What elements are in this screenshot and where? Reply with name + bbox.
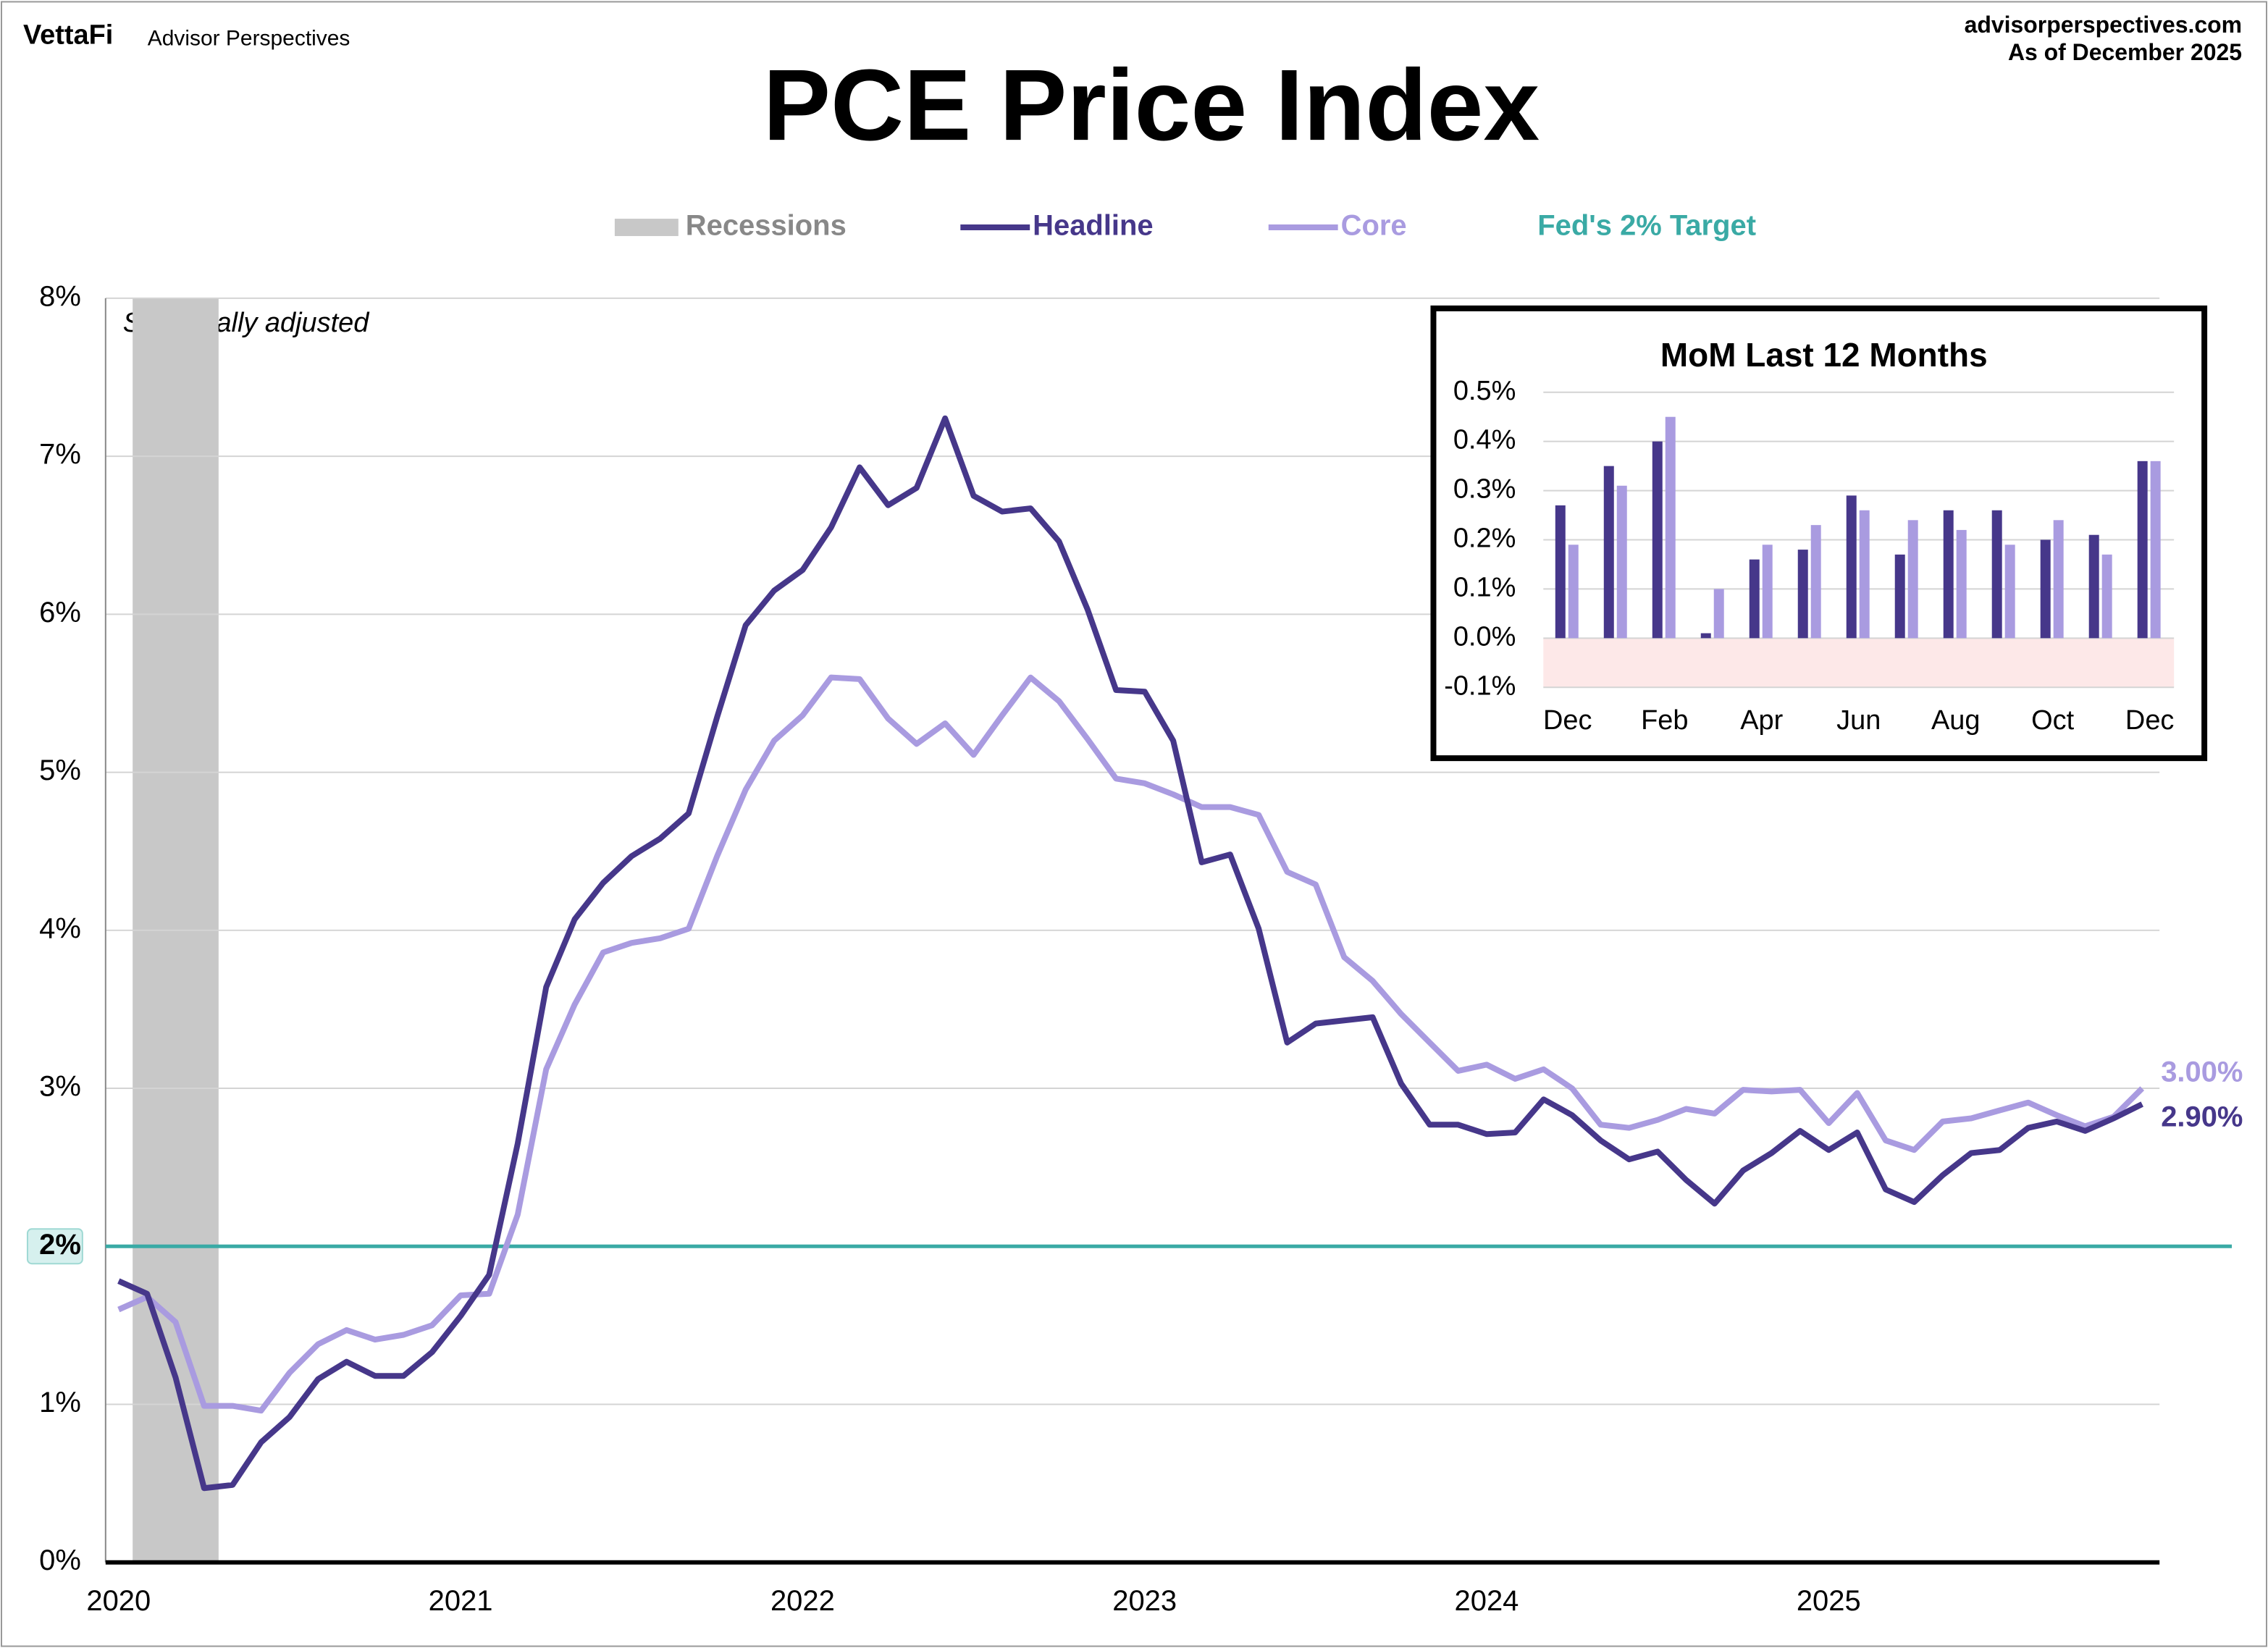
bar (1603, 466, 1614, 639)
bar (2137, 461, 2148, 639)
bar (1907, 520, 1918, 639)
end-label: 3.00% (2161, 1056, 2243, 1088)
y-tick-label: 0.5% (1453, 376, 1516, 406)
y-tick-label: 5% (39, 754, 81, 786)
bar (1956, 529, 1967, 639)
bar (1846, 495, 1857, 639)
y-tick-label: 6% (39, 597, 81, 628)
bar (1810, 525, 1821, 639)
x-tick-label: Dec (2125, 705, 2174, 736)
series-line (117, 674, 2145, 1414)
legend-swatch (614, 219, 679, 237)
bar (1555, 505, 1566, 639)
x-tick-label: Aug (1931, 705, 1981, 736)
y-tick-label: 0.2% (1453, 524, 1516, 554)
y-tick-label: 0.1% (1453, 572, 1516, 602)
y-tick-label: 4% (39, 912, 81, 944)
bar (1859, 510, 1870, 639)
brand: VettaFi (23, 20, 113, 50)
bar (1616, 485, 1627, 639)
bar (1991, 510, 2002, 639)
inset-title: MoM Last 12 Months (1660, 336, 1988, 374)
y-tick-label: 0.3% (1453, 474, 1516, 505)
bar (1568, 545, 1579, 639)
legend-label: Core (1341, 210, 1407, 242)
bar (2088, 534, 2099, 639)
bar (1652, 441, 1663, 639)
bar (1713, 589, 1724, 639)
x-tick-label: 2024 (1455, 1585, 1519, 1617)
x-tick-label: 2020 (86, 1585, 151, 1617)
legend-label: Recessions (686, 210, 847, 242)
site: advisorperspectives.com (1965, 12, 2242, 38)
bar (1797, 550, 1808, 639)
y-tick-label: 3% (39, 1071, 81, 1103)
chart-title: PCE Price Index (763, 48, 1540, 161)
bar (2150, 461, 2161, 639)
legend-label: Fed's 2% Target (1537, 210, 1756, 242)
bar (1894, 554, 1905, 639)
negative-zone (1543, 638, 2175, 688)
bar (2040, 539, 2051, 639)
bar (1762, 545, 1773, 639)
bar (2053, 520, 2064, 639)
end-label: 2.90% (2161, 1101, 2243, 1132)
y-tick-label: 8% (39, 280, 81, 312)
y-tick-label: -0.1% (1444, 670, 1516, 701)
bar (1700, 633, 1711, 639)
y-tick-label: 2% (39, 1229, 81, 1261)
x-tick-label: Feb (1641, 705, 1688, 736)
bar (2101, 554, 2112, 639)
bar (1665, 416, 1676, 639)
y-tick-label: 0% (39, 1544, 81, 1576)
y-tick-label: 7% (39, 439, 81, 471)
legend-label: Headline (1033, 210, 1153, 242)
x-tick-label: 2022 (770, 1585, 835, 1617)
brand-sub: Advisor Perspectives (148, 26, 350, 50)
bar (2004, 545, 2015, 639)
x-tick-label: Jun (1836, 705, 1881, 736)
y-tick-label: 0.0% (1453, 621, 1516, 652)
x-tick-label: 2025 (1797, 1585, 1861, 1617)
x-tick-label: Apr (1740, 705, 1783, 736)
x-tick-label: 2023 (1112, 1585, 1177, 1617)
bar (1943, 510, 1954, 639)
y-tick-label: 0.4% (1453, 425, 1516, 455)
series-line (117, 415, 2144, 1492)
y-tick-label: 1% (39, 1387, 81, 1418)
x-tick-label: Dec (1543, 705, 1592, 736)
x-tick-label: 2021 (429, 1585, 493, 1617)
bar (1749, 559, 1760, 639)
x-tick-label: Oct (2031, 705, 2074, 736)
as-of: As of December 2025 (2008, 39, 2242, 65)
tick-highlight (26, 1228, 83, 1265)
